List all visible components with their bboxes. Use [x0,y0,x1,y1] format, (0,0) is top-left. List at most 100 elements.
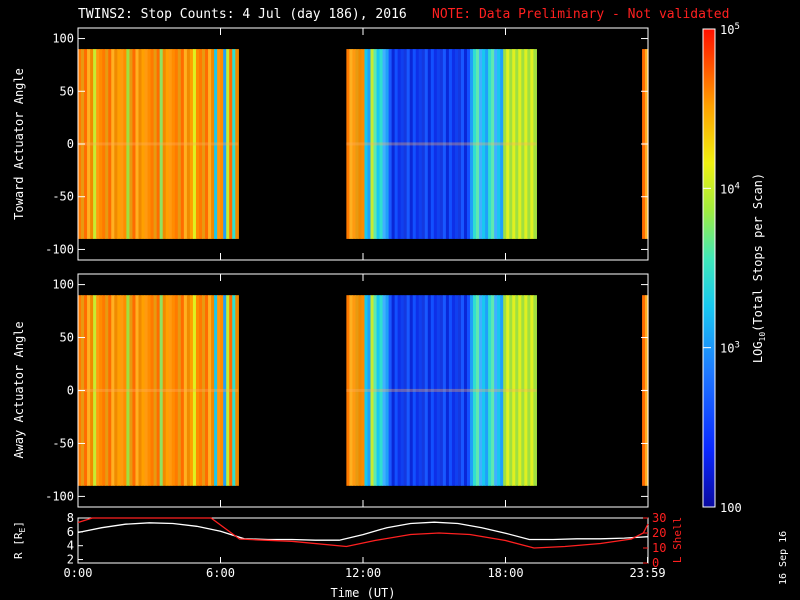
heatmap-cell [174,49,179,239]
heatmap-cell [409,49,414,239]
heatmap-cell [96,295,100,486]
heatmap-cell [379,49,384,239]
orbit-left-tick-label: 2 [67,553,74,567]
heatmap-cell [90,295,94,486]
heatmap-cell [364,295,369,486]
heatmap-cell [500,49,504,239]
heatmap-cell [391,49,396,239]
heatmap-cell [491,49,495,239]
y-tick-label: 0 [67,384,74,398]
heatmap-cell [223,295,227,486]
heatmap-cell [126,295,131,486]
y-tick-label: -50 [52,190,74,204]
y-tick-label: -100 [45,242,74,256]
heatmap-cell [132,49,137,239]
colorbar-tick-exponent: 4 [734,181,739,191]
panel-toward: 100 50 0 -50 -100 Toward Actuator Angle [12,27,649,261]
heatmap-cell [355,49,360,239]
heatmap-cell [126,49,131,239]
orbit-ylabel-right: L Shell [671,517,684,563]
colorbar-tick-exponent: 5 [734,22,739,32]
heatmap-cell [415,295,420,486]
heatmap-cell [427,49,432,239]
heatmap-cell [439,295,444,486]
heatmap-cell [168,49,173,239]
heatmap-cell [162,49,167,239]
heatmap-cell [211,49,215,239]
heatmap-cell [93,49,97,239]
heatmap-cell [430,49,435,239]
heatmap-cell [497,295,501,486]
heatmap-cell [108,49,112,239]
y-tick-label: 100 [52,278,74,292]
heatmap-cell [445,295,450,486]
heatmap-cell [409,295,414,486]
y-tick-label: -50 [52,436,74,450]
zero-angle-band [78,388,239,392]
heatmap-cell [373,49,378,239]
heatmap-cell [448,49,453,239]
heatmap-cell [397,295,402,486]
heatmap-cell [509,49,513,239]
heatmap-cell [189,49,194,239]
panel-away-ylabel: Away Actuator Angle [12,321,26,458]
heatmap-cell [521,49,525,239]
heatmap-cell [512,295,516,486]
heatmap-cell [521,295,525,486]
heatmap-cell [226,295,230,486]
colorbar-label: LOG10(Total Stops per Scan) [751,173,767,363]
heatmap-cell [470,295,474,486]
heatmap-cell [198,295,203,486]
heatmap-cell [473,49,477,239]
heatmap-cell [208,295,212,486]
heatmap-cell [433,295,438,486]
heatmap-cell [379,295,384,486]
colorbar-label-rest: (Total Stops per Scan) [751,173,765,332]
heatmap-cell [403,295,408,486]
panel-toward-data [78,49,649,239]
heatmap-cell [108,295,112,486]
orbit-ylabel-left-text: R [R [12,532,25,559]
heatmap-cell [99,295,103,486]
heatmap-cell [403,49,408,239]
heatmap-cell [144,295,149,486]
heatmap-cell [482,49,486,239]
colorbar-tick-base: 10 [720,342,734,356]
heatmap-cell [527,295,531,486]
heatmap-cell [205,49,209,239]
heatmap-cell [141,295,146,486]
heatmap-cell [144,49,149,239]
heatmap-cell [524,49,528,239]
heatmap-cell [485,295,489,486]
heatmap-cell [135,49,140,239]
heatmap-cell [352,49,357,239]
heatmap-cell [418,49,423,239]
heatmap-cell [195,295,200,486]
panel-toward-ticks: 100 50 0 -50 -100 [45,28,649,260]
heatmap-cell [382,295,387,486]
heatmap-cell [358,295,363,486]
heatmap-cell [479,295,483,486]
y-tick-label: 50 [60,331,74,345]
colorbar-label-sub: 10 [758,332,767,342]
heatmap-cell [138,295,143,486]
colorbar-tick-base: 100 [720,501,742,515]
heatmap-cell [214,49,218,239]
heatmap-cell [177,295,182,486]
heatmap-cell [349,49,354,239]
heatmap-cell [349,295,354,486]
panel-toward-ylabel: Toward Actuator Angle [12,68,26,220]
heatmap-cell [394,49,399,239]
heatmap-cell [177,49,182,239]
colorbar-tick-base: 10 [720,23,734,37]
heatmap-cell [156,295,161,486]
heatmap-cell [99,49,103,239]
time-tick-label: 18:00 [487,566,523,580]
y-tick-label: 100 [52,32,74,46]
heatmap-cell [132,295,137,486]
heatmap-cell [485,49,489,239]
heatmap-cell [153,49,158,239]
colorbar-tick-label: 103 [720,341,740,356]
radius-line [77,521,649,541]
